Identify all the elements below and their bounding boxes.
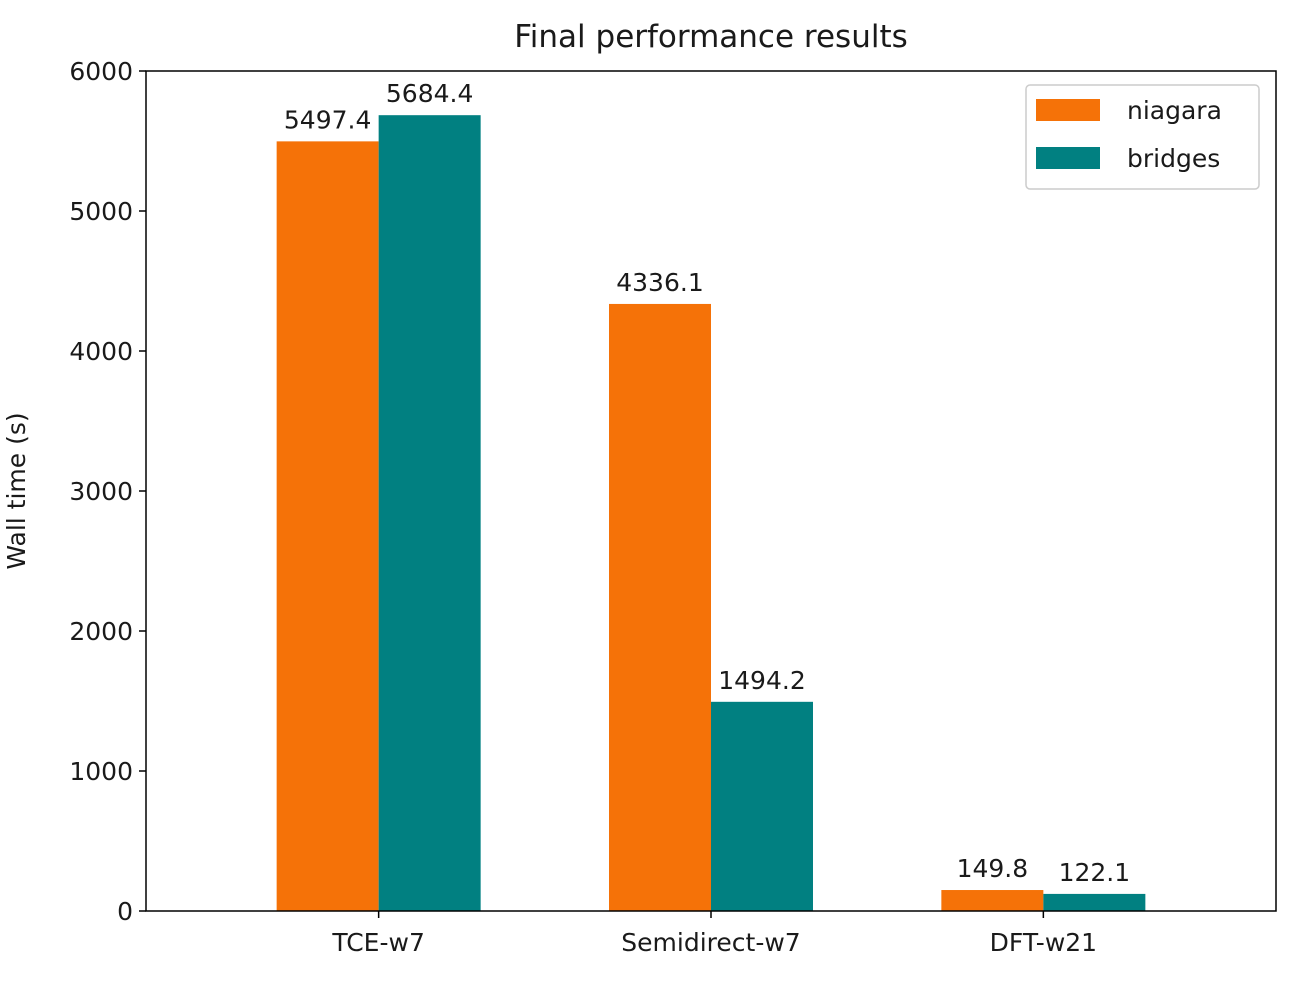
bar-value-label: 5684.4	[386, 79, 473, 108]
bar-value-label: 1494.2	[718, 666, 805, 695]
y-tick-label: 1000	[69, 757, 133, 786]
y-tick-label: 0	[117, 897, 133, 926]
y-axis-label: Wall time (s)	[2, 412, 31, 569]
y-tick-label: 5000	[69, 197, 133, 226]
chart-title: Final performance results	[514, 19, 908, 55]
bars	[276, 115, 1146, 911]
bar-value-label: 122.1	[1059, 858, 1131, 887]
bar-niagara	[276, 141, 379, 911]
y-tick-label: 6000	[69, 57, 133, 86]
legend: niagara bridges	[1025, 84, 1260, 190]
x-tick-label: Semidirect-w7	[621, 928, 800, 957]
bar-niagara	[609, 303, 711, 911]
x-tick-label: DFT-w21	[990, 928, 1097, 957]
bar-value-label: 4336.1	[616, 268, 703, 297]
bar-value-label: 149.8	[957, 854, 1029, 883]
y-tick-label: 3000	[69, 477, 133, 506]
legend-swatch-bridges	[1036, 147, 1100, 169]
bar-value-labels: 5497.4 5684.4 4336.1 1494.2 149.8 122.1	[284, 79, 1130, 887]
x-tick-label: TCE-w7	[331, 928, 424, 957]
legend-label-bridges: bridges	[1127, 144, 1220, 173]
bar-bridges	[378, 115, 481, 911]
bar-bridges	[711, 701, 813, 911]
bar-bridges	[1043, 893, 1146, 911]
axis-ticks: 0 1000 2000 3000 4000 5000 6000 TCE-w7 Semidirec…	[69, 57, 1097, 957]
plot-frame	[145, 70, 1277, 912]
bar-value-label: 5497.4	[284, 105, 371, 134]
legend-label-niagara: niagara	[1127, 96, 1222, 125]
y-tick-label: 4000	[69, 337, 133, 366]
legend-swatch-niagara	[1036, 99, 1100, 121]
y-tick-label: 2000	[69, 617, 133, 646]
bar-niagara	[941, 890, 1044, 911]
